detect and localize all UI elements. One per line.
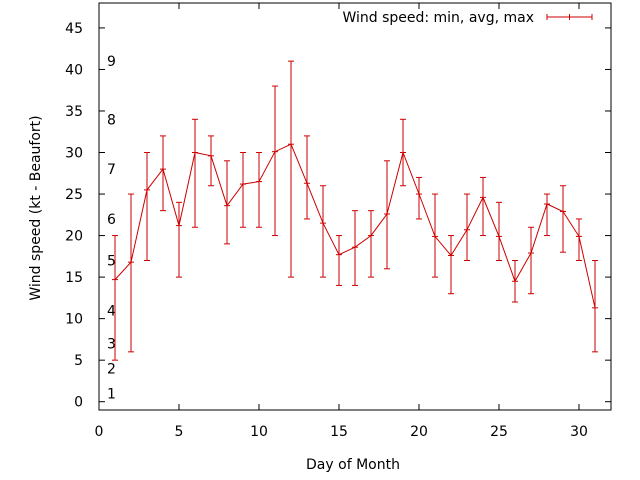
error-bar xyxy=(112,235,118,361)
data-point xyxy=(144,186,150,193)
x-tick-label: 20 xyxy=(410,424,428,440)
y-axis-label: Wind speed (kt - Beaufort) xyxy=(28,115,44,300)
data-point xyxy=(288,141,294,148)
x-axis-label: Day of Month xyxy=(306,457,400,473)
data-point xyxy=(128,259,134,266)
error-bar xyxy=(448,235,454,295)
y-tick-label: 35 xyxy=(65,104,83,120)
error-bar xyxy=(368,210,374,278)
error-bar xyxy=(496,201,502,261)
error-bar xyxy=(160,135,166,212)
data-point xyxy=(560,208,566,215)
x-tick-label: 30 xyxy=(570,424,588,440)
beaufort-label: 9 xyxy=(107,54,116,70)
data-point xyxy=(336,251,342,258)
y-tick-label: 10 xyxy=(65,312,83,328)
error-bar xyxy=(320,185,326,278)
data-point xyxy=(512,278,518,285)
error-bar xyxy=(256,152,262,228)
data-point xyxy=(480,194,486,201)
data-point xyxy=(448,252,454,259)
y-tick-label: 0 xyxy=(74,395,83,411)
data-point xyxy=(368,232,374,239)
data-point xyxy=(256,178,262,185)
data-point xyxy=(416,191,422,198)
error-bar xyxy=(128,193,134,353)
data-point xyxy=(176,222,182,229)
data-point xyxy=(400,149,406,156)
data-point xyxy=(272,148,278,155)
error-bar xyxy=(576,218,582,261)
beaufort-label: 4 xyxy=(107,303,116,319)
legend-label: Wind speed: min, avg, max xyxy=(342,10,534,26)
data-point xyxy=(304,180,310,187)
y-tick-label: 20 xyxy=(65,229,83,245)
x-tick-label: 5 xyxy=(175,424,184,440)
beaufort-label: 6 xyxy=(107,212,116,228)
y-tick-label: 45 xyxy=(65,21,83,37)
data-point xyxy=(384,210,390,217)
beaufort-label: 3 xyxy=(107,337,116,353)
beaufort-label: 5 xyxy=(107,253,116,269)
x-axis: 0 5 10 15 20 25 30 xyxy=(95,3,588,440)
beaufort-label: 1 xyxy=(107,386,116,402)
plot-border xyxy=(98,2,612,411)
data-point xyxy=(224,202,230,209)
error-bar xyxy=(336,235,342,286)
data-point xyxy=(464,226,470,233)
error-bar xyxy=(416,176,422,220)
data-point xyxy=(592,304,598,311)
error-bar xyxy=(288,60,294,278)
data-point xyxy=(112,276,118,283)
data-point xyxy=(432,233,438,240)
error-bar xyxy=(192,118,198,228)
legend-sample xyxy=(546,14,593,20)
beaufort-label: 8 xyxy=(107,112,116,128)
error-bar xyxy=(144,152,150,261)
error-bar xyxy=(272,85,278,237)
x-tick-label: 0 xyxy=(95,424,104,440)
error-bar xyxy=(480,176,486,237)
error-bar xyxy=(528,226,534,295)
x-tick-label: 10 xyxy=(250,424,268,440)
error-bar xyxy=(224,160,230,245)
error-bar xyxy=(560,185,566,253)
y-tick-label: 30 xyxy=(65,146,83,162)
y-tick-label: 5 xyxy=(74,353,83,369)
error-bar xyxy=(544,193,550,237)
data-point xyxy=(496,233,502,240)
error-bar xyxy=(208,135,214,187)
y-tick-label: 25 xyxy=(65,187,83,203)
data-point xyxy=(192,149,198,156)
beaufort-label: 2 xyxy=(107,361,116,377)
data-point xyxy=(576,233,582,240)
y-tick-label: 15 xyxy=(65,270,83,286)
data-point xyxy=(320,220,326,227)
data-point xyxy=(528,250,534,257)
y-tick-label: 40 xyxy=(65,62,83,78)
error-bar xyxy=(240,152,246,228)
data-point xyxy=(160,166,166,173)
legend: Wind speed: min, avg, max xyxy=(342,10,593,26)
error-bar xyxy=(304,135,310,220)
data-point xyxy=(240,181,246,188)
error-bars xyxy=(112,60,598,361)
data-point xyxy=(208,152,214,159)
data-point xyxy=(352,244,358,251)
beaufort-label: 7 xyxy=(107,162,116,178)
data-point xyxy=(544,201,550,208)
beaufort-scale-labels: 1 2 3 4 5 6 7 8 9 xyxy=(107,54,116,402)
error-bar xyxy=(176,201,182,278)
plot-frame xyxy=(98,2,612,411)
x-tick-label: 25 xyxy=(490,424,508,440)
data-points xyxy=(112,141,598,311)
x-tick-label: 15 xyxy=(330,424,348,440)
